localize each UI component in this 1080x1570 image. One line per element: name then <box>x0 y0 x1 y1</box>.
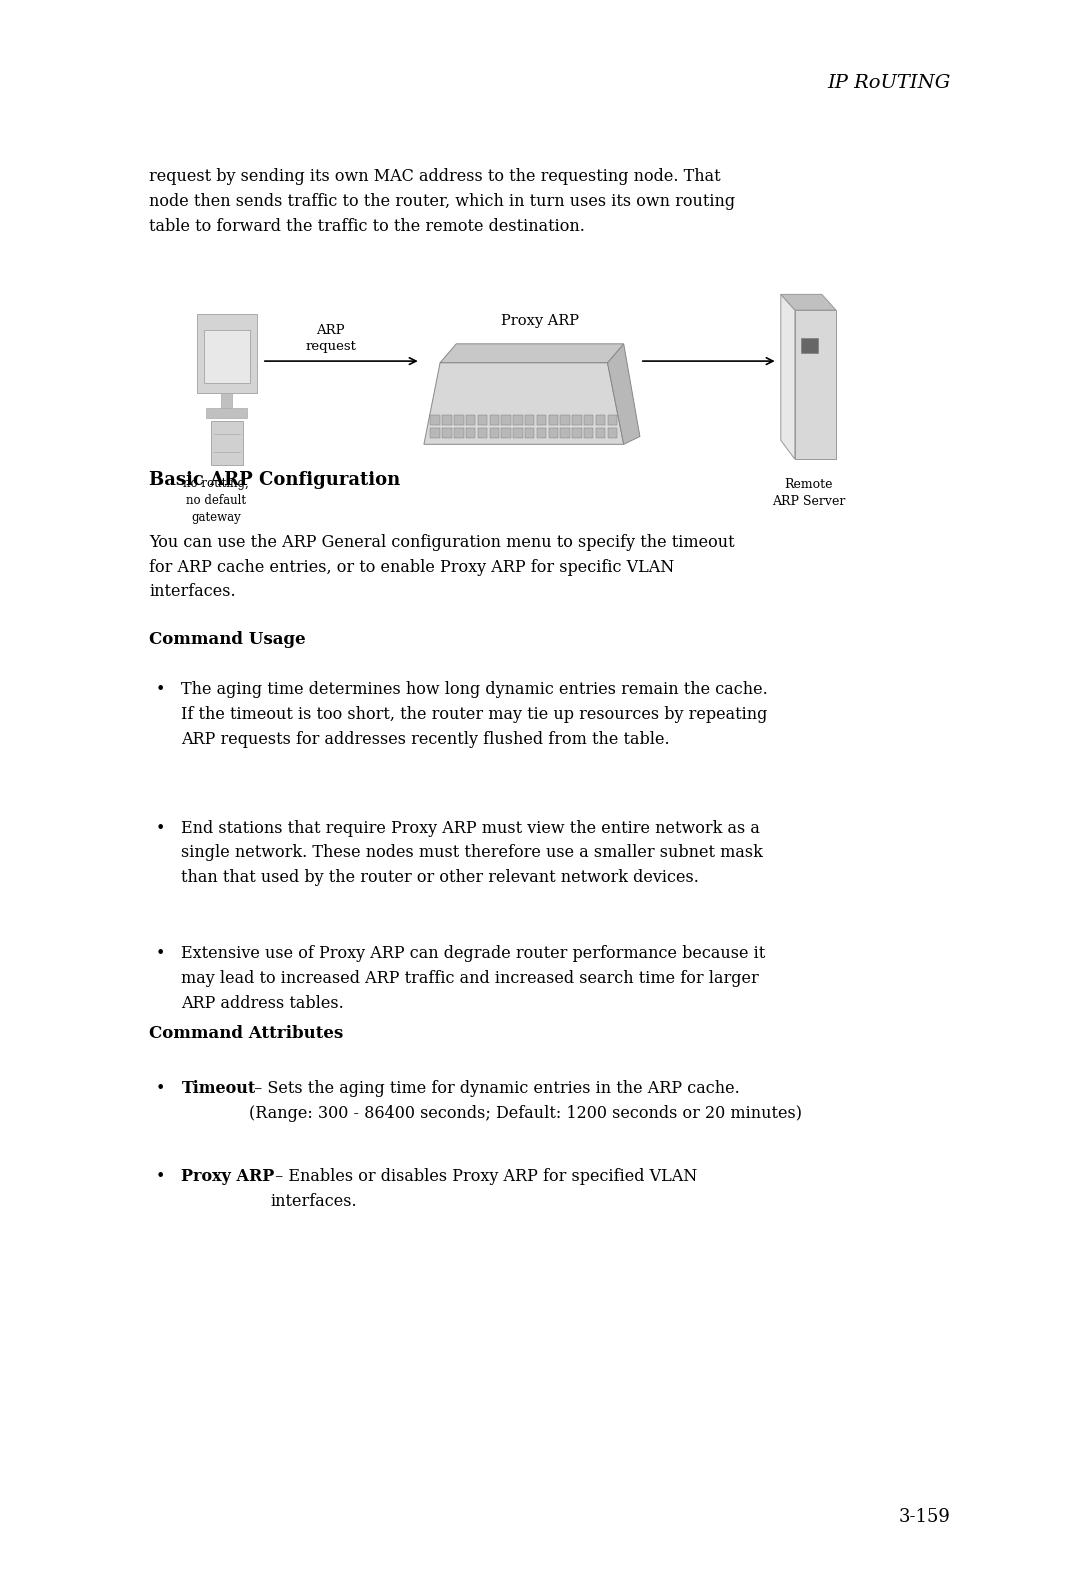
FancyBboxPatch shape <box>608 414 617 425</box>
Polygon shape <box>781 295 836 311</box>
Text: Proxy ARP: Proxy ARP <box>501 314 579 328</box>
FancyBboxPatch shape <box>596 429 605 438</box>
Text: – Enables or disables Proxy ARP for specified VLAN
interfaces.: – Enables or disables Proxy ARP for spec… <box>270 1168 698 1210</box>
FancyBboxPatch shape <box>795 311 836 460</box>
FancyBboxPatch shape <box>477 414 487 425</box>
FancyBboxPatch shape <box>197 314 257 392</box>
Text: 3-159: 3-159 <box>899 1509 950 1526</box>
FancyBboxPatch shape <box>537 414 546 425</box>
FancyBboxPatch shape <box>204 330 249 383</box>
FancyBboxPatch shape <box>584 429 594 438</box>
Text: Extensive use of Proxy ARP can degrade router performance because it
may lead to: Extensive use of Proxy ARP can degrade r… <box>181 945 766 1011</box>
Polygon shape <box>607 344 639 444</box>
FancyBboxPatch shape <box>537 429 546 438</box>
FancyBboxPatch shape <box>489 414 499 425</box>
FancyBboxPatch shape <box>584 414 594 425</box>
Text: •: • <box>156 945 164 962</box>
FancyBboxPatch shape <box>549 429 558 438</box>
Text: •: • <box>156 1168 164 1185</box>
FancyBboxPatch shape <box>561 414 570 425</box>
FancyBboxPatch shape <box>572 429 582 438</box>
FancyBboxPatch shape <box>596 414 605 425</box>
Text: request by sending its own MAC address to the requesting node. That
node then se: request by sending its own MAC address t… <box>149 168 735 234</box>
Polygon shape <box>781 295 795 460</box>
FancyBboxPatch shape <box>465 414 475 425</box>
Text: Remote
ARP Server: Remote ARP Server <box>772 479 846 509</box>
Text: ARP
request: ARP request <box>305 325 356 353</box>
Text: – Sets the aging time for dynamic entries in the ARP cache.
(Range: 300 - 86400 : – Sets the aging time for dynamic entrie… <box>249 1080 802 1123</box>
FancyBboxPatch shape <box>443 414 451 425</box>
FancyBboxPatch shape <box>465 429 475 438</box>
Text: The aging time determines how long dynamic entries remain the cache.
If the time: The aging time determines how long dynam… <box>181 681 768 747</box>
Text: •: • <box>156 681 164 699</box>
Polygon shape <box>423 363 624 444</box>
FancyBboxPatch shape <box>501 414 511 425</box>
Text: no routing,
no default
gateway: no routing, no default gateway <box>184 477 248 524</box>
Text: You can use the ARP General configuration menu to specify the timeout
for ARP ca: You can use the ARP General configuratio… <box>149 534 734 600</box>
Text: End stations that require Proxy ARP must view the entire network as a
single net: End stations that require Proxy ARP must… <box>181 820 764 885</box>
FancyBboxPatch shape <box>454 414 463 425</box>
Text: Basic ARP Configuration: Basic ARP Configuration <box>149 471 401 488</box>
FancyBboxPatch shape <box>561 429 570 438</box>
FancyBboxPatch shape <box>477 429 487 438</box>
FancyBboxPatch shape <box>608 429 617 438</box>
FancyBboxPatch shape <box>489 429 499 438</box>
FancyBboxPatch shape <box>549 414 558 425</box>
FancyBboxPatch shape <box>206 408 247 418</box>
Text: Timeout: Timeout <box>181 1080 256 1097</box>
Text: •: • <box>156 820 164 837</box>
FancyBboxPatch shape <box>525 414 535 425</box>
FancyBboxPatch shape <box>443 429 451 438</box>
FancyBboxPatch shape <box>211 421 243 465</box>
FancyBboxPatch shape <box>801 338 818 353</box>
FancyBboxPatch shape <box>572 414 582 425</box>
Text: •: • <box>156 1080 164 1097</box>
FancyBboxPatch shape <box>454 429 463 438</box>
Polygon shape <box>441 344 624 363</box>
FancyBboxPatch shape <box>431 414 440 425</box>
Text: Command Usage: Command Usage <box>149 631 306 648</box>
FancyBboxPatch shape <box>431 429 440 438</box>
Text: Command Attributes: Command Attributes <box>149 1025 343 1042</box>
FancyBboxPatch shape <box>525 429 535 438</box>
FancyBboxPatch shape <box>501 429 511 438</box>
FancyBboxPatch shape <box>513 414 523 425</box>
FancyBboxPatch shape <box>513 429 523 438</box>
Text: Proxy ARP: Proxy ARP <box>181 1168 274 1185</box>
FancyBboxPatch shape <box>221 392 232 408</box>
Text: IP RᴏUTING: IP RᴏUTING <box>827 74 950 91</box>
